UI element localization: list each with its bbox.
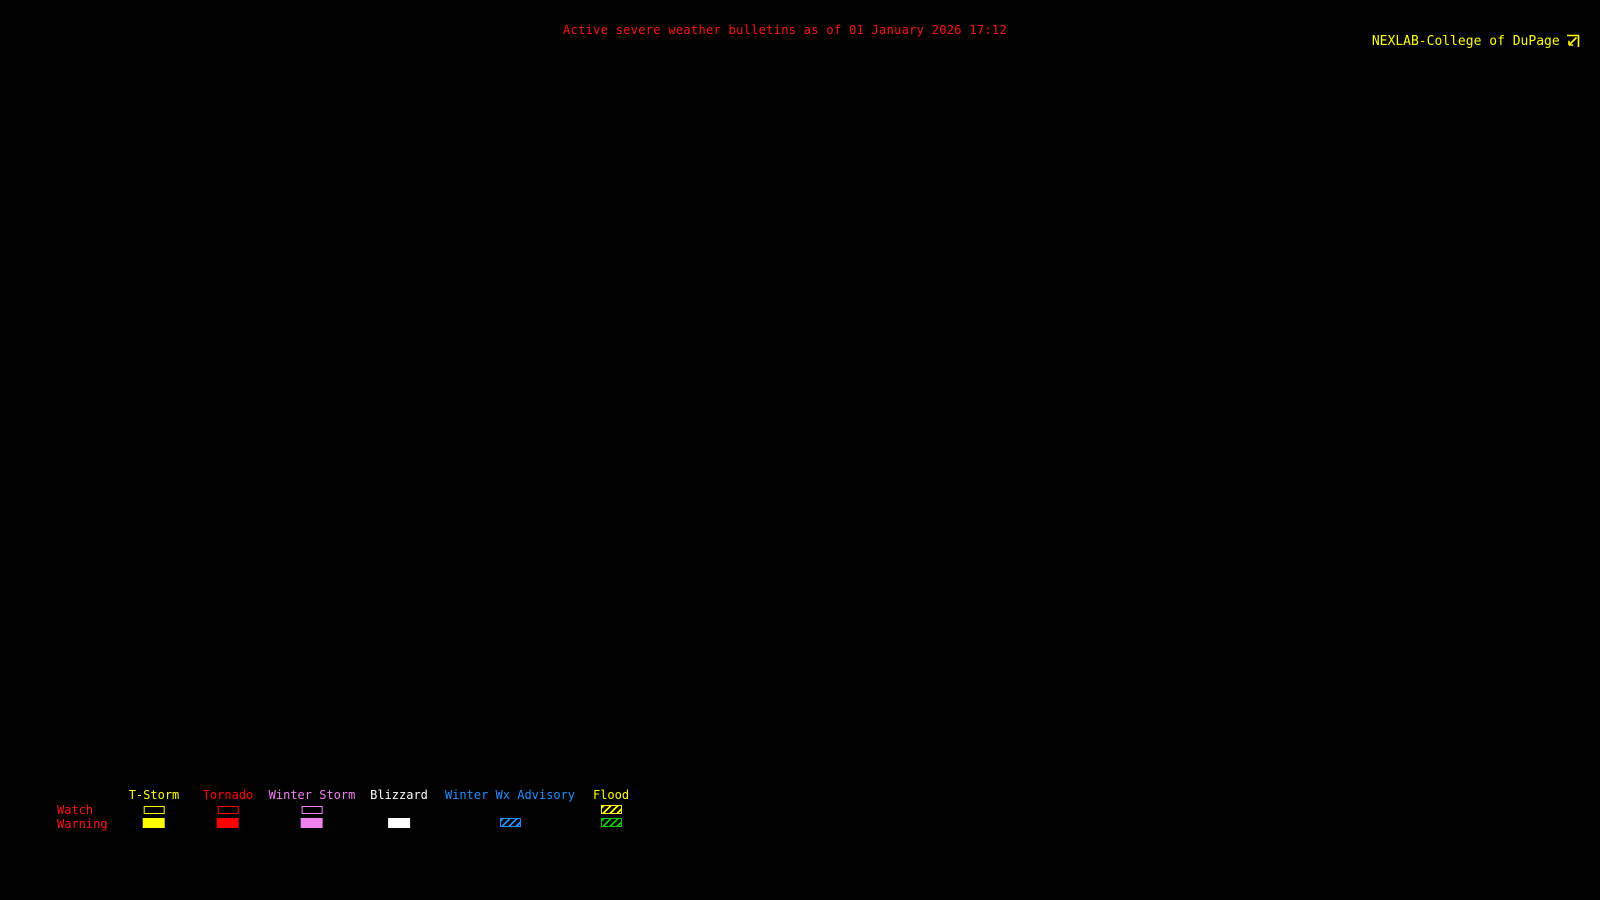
- legend-swatch-row: [203, 816, 254, 829]
- legend-swatch-row: [370, 816, 428, 829]
- legend-column-label-winter-wx-advisory: Winter Wx Advisory: [444, 788, 576, 802]
- legend-swatch-blizzard-warning: [387, 817, 410, 828]
- legend-column-t-storm: T-Storm: [128, 788, 180, 829]
- legend-swatch-row: [269, 803, 356, 816]
- legend-swatch-t-storm-warning: [142, 817, 165, 828]
- legend-column-label-flood: Flood: [592, 788, 630, 802]
- legend-column-winter-wx-advisory: Winter Wx Advisory: [445, 789, 575, 829]
- nexlab-branding-label: NEXLAB-College of DuPage: [1371, 34, 1560, 49]
- legend-column-label-blizzard: Blizzard: [370, 788, 428, 802]
- legend-swatch-row: [129, 803, 180, 816]
- legend-swatch-t-storm-watch: [143, 805, 165, 814]
- legend-swatch-row: [129, 816, 180, 829]
- legend-column-tornado: Tornado: [202, 788, 254, 829]
- nexlab-logo-icon: [1564, 3, 1595, 80]
- legend-column-label-winter-storm: Winter Storm: [268, 788, 356, 802]
- legend-swatch-winter-wx-advisory-warning: [499, 818, 521, 827]
- legend-swatch-winter-storm-watch: [301, 805, 323, 814]
- map-title: Active severe weather bulletins as of 01…: [563, 23, 1007, 37]
- legend: Watch Warning T-Storm Tornado Winter Storm…: [0, 789, 700, 835]
- legend-swatch-row: [203, 803, 254, 816]
- legend-swatch-row: [593, 803, 629, 816]
- legend-swatch-row: [269, 816, 356, 829]
- legend-swatch-row: [593, 816, 629, 829]
- legend-swatch-flood-watch: [600, 805, 622, 814]
- legend-column-winter-storm: Winter Storm: [268, 788, 356, 829]
- legend-swatch-winter-storm-warning: [300, 817, 323, 828]
- legend-column-flood: Flood: [593, 789, 629, 829]
- legend-column-label-t-storm: T-Storm: [128, 788, 180, 802]
- legend-column-blizzard: Blizzard: [370, 789, 428, 829]
- legend-row-label-watch: Watch: [57, 803, 94, 817]
- legend-swatch-flood-warning: [600, 818, 622, 827]
- legend-swatch-row: [445, 816, 575, 829]
- legend-row-labels: Watch Warning: [57, 803, 108, 831]
- legend-swatch-tornado-warning: [216, 817, 239, 828]
- nexlab-branding: NEXLAB-College of DuPage: [1372, 3, 1595, 80]
- legend-swatch-tornado-watch: [217, 805, 239, 814]
- legend-swatch-row: [370, 803, 428, 816]
- legend-swatch-row: [445, 803, 575, 816]
- legend-column-label-tornado: Tornado: [202, 788, 254, 802]
- legend-row-label-warning: Warning: [57, 817, 108, 831]
